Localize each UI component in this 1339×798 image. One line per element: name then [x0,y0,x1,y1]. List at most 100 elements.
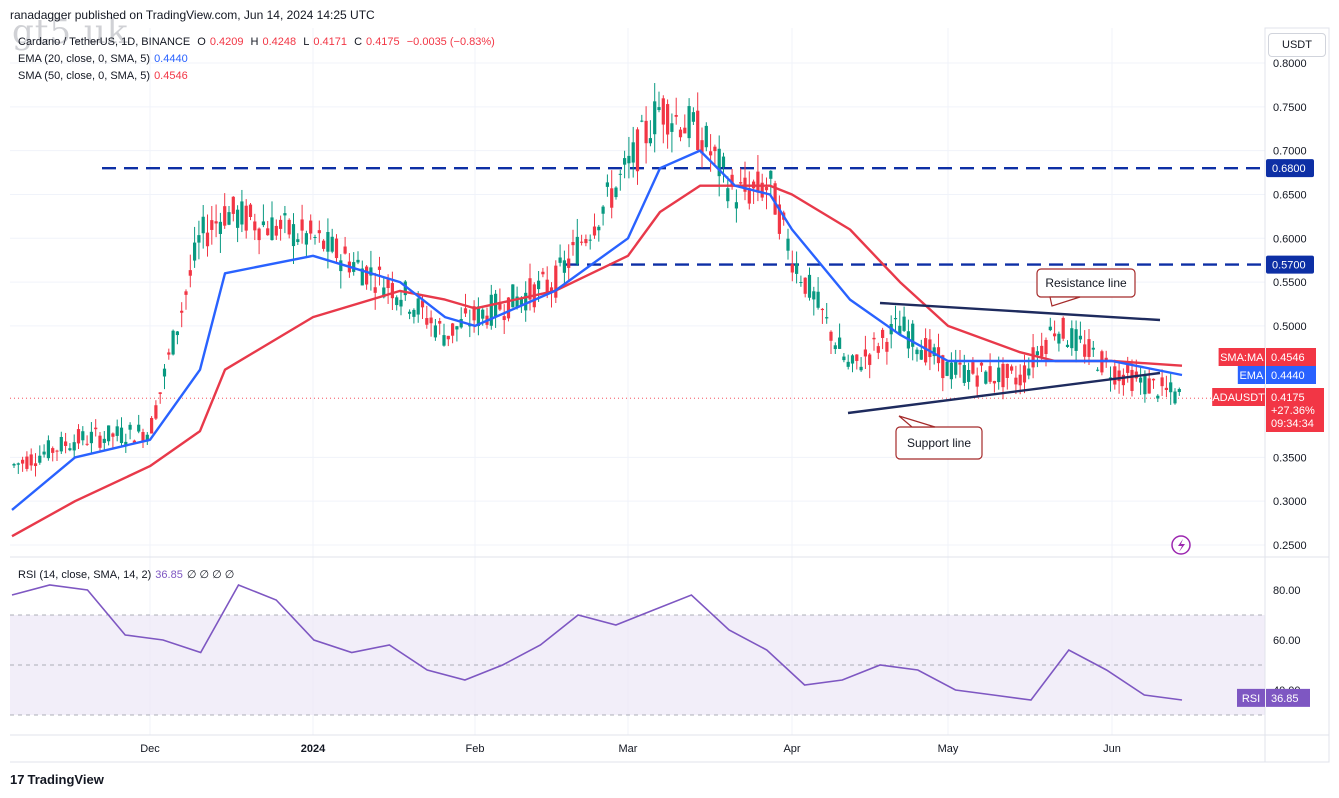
rsi-badge-value-box [1266,688,1310,707]
candle-body [911,323,915,347]
candle-body [1078,335,1082,340]
y-tick-label: 0.6500 [1273,189,1307,201]
candle-body [107,425,111,442]
candle-body [205,232,210,247]
candle-body [240,201,244,225]
candle-body [992,380,996,384]
candle-body [1151,378,1156,381]
candle-body [812,291,816,300]
candle-body [1010,366,1014,371]
candle-body [438,320,442,324]
candle-body [416,298,420,315]
sma-badge-label-box [1218,348,1265,366]
candle-body [420,300,425,308]
resistance-callout-tail [1049,296,1081,307]
candle-body [472,306,476,321]
candle-body [279,219,283,229]
rsi-legend-value: 36.85 [155,569,183,581]
ema-legend[interactable]: EMA (20, close, 0, SMA, 5) 0.4440 [18,53,188,65]
candle-body [25,456,29,469]
candle-body [924,338,928,363]
y-tick-label: 0.8000 [1273,58,1307,70]
candle-body [365,266,369,285]
symbol-legend[interactable]: Cardano / TetherUS, 1D, BINANCE O 0.4209 … [18,36,499,48]
candle-body [330,236,334,252]
candle-body [773,183,777,215]
candle-body [429,317,433,324]
candle-body [661,98,665,125]
candle-body [64,441,68,446]
candle-body [68,448,72,451]
candle-body [842,356,846,361]
level-badge [1266,255,1314,274]
candle-body [369,267,373,276]
tradingview-logo[interactable]: 17 TradingView [10,772,104,787]
candle-body [197,235,201,243]
candle-body [270,217,274,241]
sma-legend[interactable]: SMA (50, close, 0, SMA, 5) 0.4546 [18,70,188,82]
candle-body [214,221,218,224]
candle-body [1053,333,1057,337]
candle-body [1117,370,1121,382]
candle-body [631,142,635,163]
candle-body [481,309,485,319]
ema-legend-label: EMA (20, close, 0, SMA, 5) [18,53,151,65]
resistance-callout-text: Resistance line [1045,276,1127,290]
candle-body [425,318,429,325]
candle-body [1035,351,1039,356]
candle-body [188,270,192,276]
candle-body [670,123,674,132]
candle-body [756,171,760,193]
support-callout-text: Support line [907,436,971,450]
candle-body [339,260,343,272]
high-label: H [250,36,259,48]
candle-body [1156,395,1160,399]
candle-body [343,246,347,254]
candle-body [89,431,93,444]
high-value: 0.4248 [262,36,297,48]
candle-body [257,228,261,241]
candle-body [1113,366,1117,385]
candle-body [356,259,360,263]
candle-body [700,140,704,154]
candle-body [223,206,227,226]
candle-body [1121,374,1125,386]
ema-badge-value: 0.4440 [1271,370,1305,382]
low-label: L [303,36,310,48]
ada-badge-label-box [1212,388,1265,406]
candle-body [210,220,214,230]
candle-body [1018,374,1022,386]
candle-body [623,158,627,165]
sma-legend-label: SMA (50, close, 0, SMA, 5) [18,70,151,82]
candle-body [902,316,906,331]
candle-body [408,311,412,314]
candle-body [261,221,265,226]
horizontal-levels[interactable]: 0.6800 0.5700 [10,159,1314,399]
sma-badge-value-box [1266,348,1316,366]
candle-body [915,349,919,355]
candle-body [145,434,149,442]
currency-button[interactable]: USDT [1268,33,1326,57]
candle-body [764,187,769,191]
rsi-tick-label: 80.00 [1273,585,1301,597]
change-value: −0.0035 (−0.83%) [406,36,495,48]
candle-body [545,279,549,293]
candle-body [132,440,136,444]
candle-body [377,266,382,270]
candle-body [317,230,321,234]
trend-lines[interactable]: Resistance line Support line [847,268,1191,555]
candle-body [644,120,648,144]
candle-body [1070,328,1074,349]
candle-body [1065,344,1070,347]
candle-body [433,325,437,338]
candle-body [777,204,781,234]
candle-body [476,306,480,327]
candle-body [932,347,936,357]
candle-body [81,431,85,441]
candle-body [816,291,820,308]
candle-body [244,205,248,231]
rsi-legend[interactable]: RSI (14, close, SMA, 14, 2) 36.85 ∅ ∅ ∅ ∅ [18,568,234,581]
candle-body [72,442,76,451]
candle-body [498,301,502,310]
